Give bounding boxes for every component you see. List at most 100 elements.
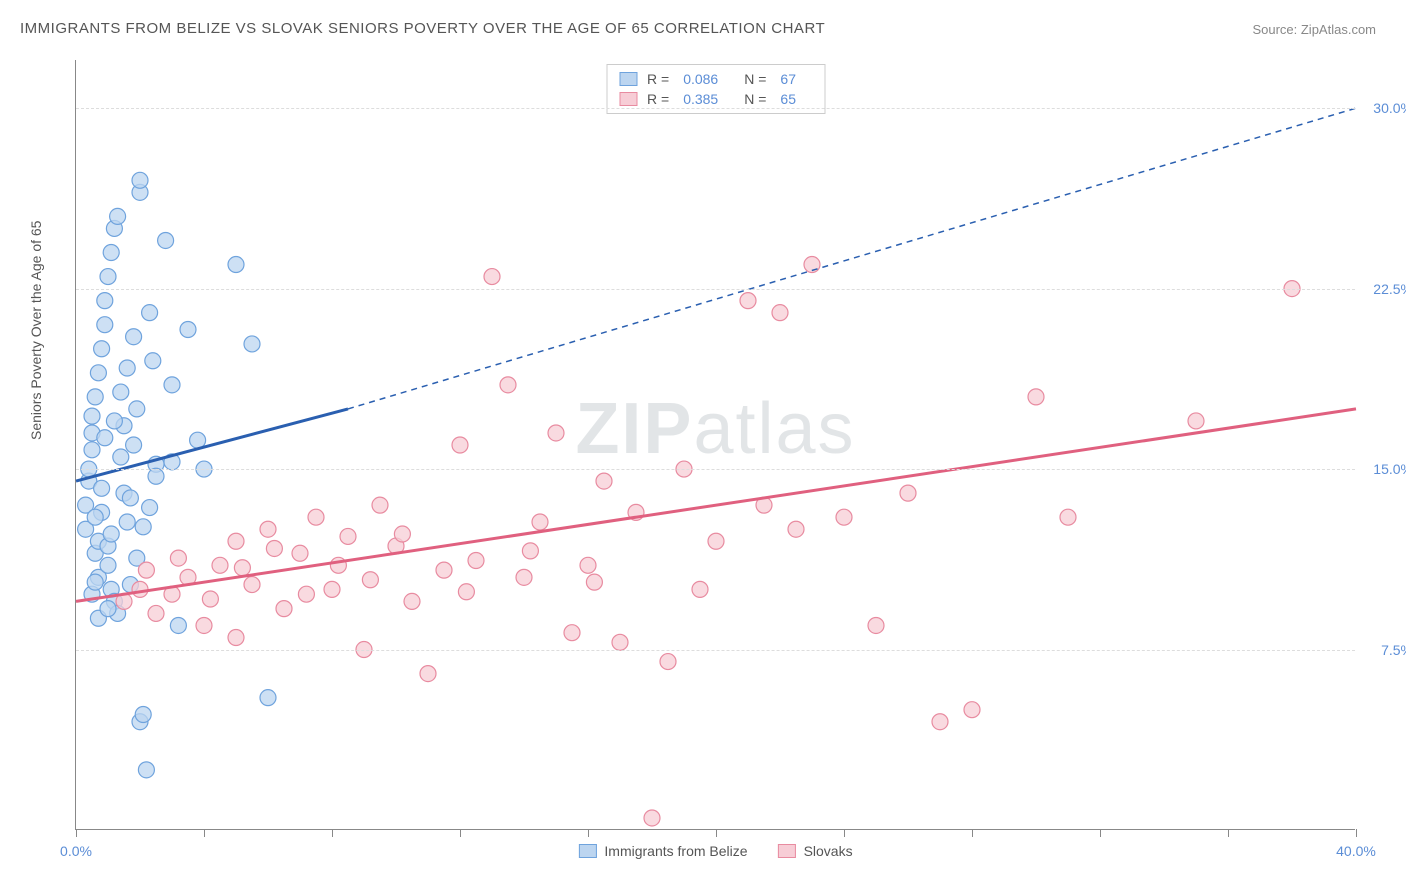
legend-item: Immigrants from Belize xyxy=(578,843,747,859)
x-tick xyxy=(460,829,461,837)
data-point xyxy=(148,605,164,621)
legend-swatch xyxy=(619,72,637,86)
data-point xyxy=(276,601,292,617)
x-tick xyxy=(588,829,589,837)
data-point xyxy=(788,521,804,537)
data-point xyxy=(100,269,116,285)
data-point xyxy=(564,625,580,641)
data-point xyxy=(266,540,282,556)
data-point xyxy=(644,810,660,826)
data-point xyxy=(158,232,174,248)
data-point xyxy=(394,526,410,542)
y-axis-label: Seniors Poverty Over the Age of 65 xyxy=(28,221,44,440)
data-point xyxy=(202,591,218,607)
data-point xyxy=(1060,509,1076,525)
data-point xyxy=(113,384,129,400)
data-point xyxy=(113,449,129,465)
data-point xyxy=(228,533,244,549)
x-tick xyxy=(1356,829,1357,837)
data-point xyxy=(1188,413,1204,429)
x-tick xyxy=(76,829,77,837)
data-point xyxy=(260,690,276,706)
data-point xyxy=(94,480,110,496)
data-point xyxy=(586,574,602,590)
data-point xyxy=(145,353,161,369)
data-point xyxy=(110,208,126,224)
data-point xyxy=(308,509,324,525)
data-point xyxy=(372,497,388,513)
legend-series: Immigrants from Belize Slovaks xyxy=(578,843,852,859)
n-label: N = xyxy=(744,71,766,87)
data-point xyxy=(362,572,378,588)
y-tick-label: 7.5% xyxy=(1381,642,1406,658)
data-point xyxy=(1028,389,1044,405)
data-point xyxy=(244,577,260,593)
data-point xyxy=(84,442,100,458)
source-attribution: Source: ZipAtlas.com xyxy=(1252,22,1376,37)
data-point xyxy=(740,293,756,309)
data-point xyxy=(106,413,122,429)
data-point xyxy=(97,317,113,333)
data-point xyxy=(228,257,244,273)
data-point xyxy=(660,654,676,670)
gridline xyxy=(76,289,1355,290)
gridline xyxy=(76,108,1355,109)
data-point xyxy=(260,521,276,537)
data-point xyxy=(612,634,628,650)
data-point xyxy=(484,269,500,285)
x-tick xyxy=(972,829,973,837)
data-point xyxy=(100,557,116,573)
data-point xyxy=(132,581,148,597)
data-point xyxy=(212,557,228,573)
data-point xyxy=(404,593,420,609)
data-point xyxy=(420,666,436,682)
x-tick-label: 0.0% xyxy=(60,843,92,859)
data-point xyxy=(708,533,724,549)
data-point xyxy=(97,293,113,309)
data-point xyxy=(298,586,314,602)
data-point xyxy=(292,545,308,561)
data-point xyxy=(164,377,180,393)
x-tick xyxy=(844,829,845,837)
x-tick-label: 40.0% xyxy=(1336,843,1376,859)
data-point xyxy=(458,584,474,600)
legend-swatch xyxy=(778,844,796,858)
data-point xyxy=(170,550,186,566)
legend-stats: R =0.086N =67R =0.385N =65 xyxy=(606,64,825,114)
data-point xyxy=(580,557,596,573)
data-point xyxy=(234,560,250,576)
data-point xyxy=(964,702,980,718)
data-point xyxy=(122,490,138,506)
data-point xyxy=(90,365,106,381)
x-tick xyxy=(332,829,333,837)
data-point xyxy=(142,500,158,516)
data-point xyxy=(772,305,788,321)
data-point xyxy=(97,430,113,446)
data-point xyxy=(129,401,145,417)
y-tick-label: 30.0% xyxy=(1373,100,1406,116)
data-point xyxy=(170,617,186,633)
data-point xyxy=(436,562,452,578)
data-point xyxy=(87,389,103,405)
data-point xyxy=(692,581,708,597)
legend-swatch xyxy=(578,844,596,858)
data-point xyxy=(468,553,484,569)
data-point xyxy=(836,509,852,525)
gridline xyxy=(76,650,1355,651)
data-point xyxy=(500,377,516,393)
data-point xyxy=(228,630,244,646)
r-label: R = xyxy=(647,91,669,107)
y-tick-label: 22.5% xyxy=(1373,281,1406,297)
n-label: N = xyxy=(744,91,766,107)
plot-svg xyxy=(76,60,1355,829)
data-point xyxy=(119,514,135,530)
data-point xyxy=(126,329,142,345)
data-point xyxy=(100,601,116,617)
legend-item: Slovaks xyxy=(778,843,853,859)
data-point xyxy=(900,485,916,501)
legend-stat-row: R =0.385N =65 xyxy=(619,89,812,109)
data-point xyxy=(138,762,154,778)
data-point xyxy=(103,526,119,542)
data-point xyxy=(596,473,612,489)
legend-swatch xyxy=(619,92,637,106)
